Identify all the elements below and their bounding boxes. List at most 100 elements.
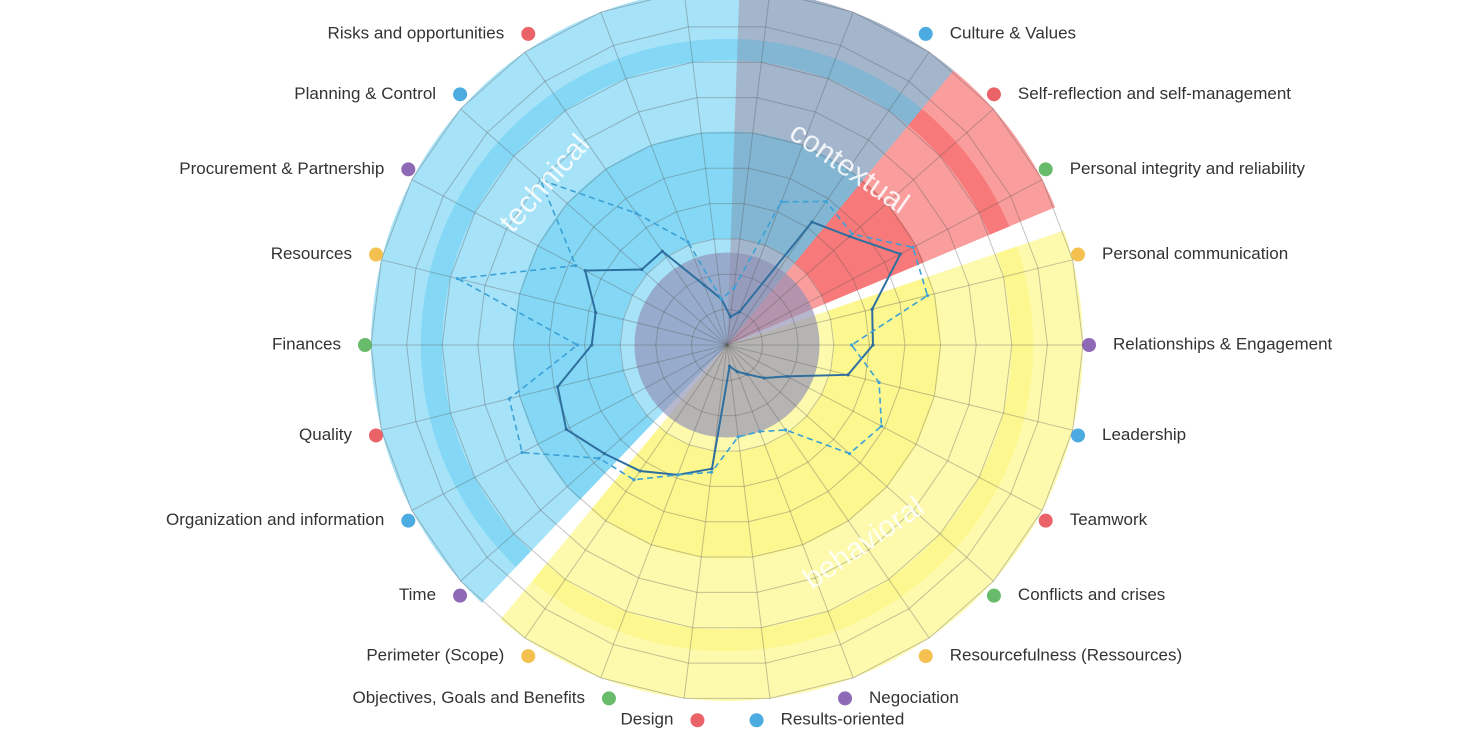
axis-label-14: Objectives, Goals and Benefits xyxy=(352,688,616,707)
alarm-clock-icon xyxy=(453,588,468,603)
series-0-point xyxy=(556,385,560,389)
spoke-12 xyxy=(726,344,771,699)
sun-icon xyxy=(918,26,933,41)
axis-label-23: Risks and opportunities xyxy=(328,23,536,42)
spoke-4 xyxy=(726,179,1043,346)
spoke-9 xyxy=(726,344,994,582)
axis-label-text: Teamwork xyxy=(1070,510,1148,529)
axis-label-text: Finances xyxy=(272,334,341,353)
series-0-point xyxy=(710,467,714,471)
center-core xyxy=(634,252,820,438)
axis-labels: Compliance, Standards, and RegulationsPo… xyxy=(166,0,1333,729)
tools-icon xyxy=(368,247,383,262)
axis-label-8: Teamwork xyxy=(1038,510,1148,529)
series-0-point xyxy=(810,220,814,224)
pen-icon xyxy=(690,713,705,728)
axis-label-15: Perimeter (Scope) xyxy=(366,646,536,665)
series-1-point xyxy=(850,232,854,236)
spoke-5 xyxy=(726,259,1073,346)
grid-ring-8 xyxy=(441,61,1013,629)
spoke-10 xyxy=(726,344,930,639)
axis-label-20: Resources xyxy=(271,244,383,263)
spoke-16 xyxy=(460,344,728,582)
series-0-point xyxy=(898,252,902,256)
spoke-20 xyxy=(381,259,728,346)
series-0-point xyxy=(846,373,850,377)
grid-ring-1 xyxy=(690,309,764,381)
axis-label-11: Negociation xyxy=(838,688,959,707)
axis-label-13: Design xyxy=(621,710,705,729)
spoke-22 xyxy=(460,108,728,346)
axis-label-text: Risks and opportunities xyxy=(328,23,505,42)
series-1-point xyxy=(575,343,580,347)
sector-band-technical xyxy=(420,38,922,567)
handshake-icon xyxy=(838,691,853,706)
spoke-0 xyxy=(726,0,770,346)
axis-label-text: Resourcefulness (Ressources) xyxy=(950,646,1182,665)
axis-label-2: Culture & Values xyxy=(918,23,1076,42)
series-1-point xyxy=(676,473,680,477)
axis-label-text: Personal integrity and reliability xyxy=(1070,159,1306,178)
series-0-point xyxy=(870,307,874,311)
series-0-point xyxy=(727,364,732,368)
series-1-point xyxy=(520,450,524,455)
series-0-point xyxy=(702,283,706,287)
axis-label-text: Resources xyxy=(271,244,352,263)
grid-ring-2 xyxy=(655,273,799,417)
series-1-point xyxy=(847,451,852,456)
chart-icon xyxy=(749,713,764,728)
target-icon xyxy=(601,691,616,706)
series-1-point xyxy=(779,200,783,204)
grid-ring-7 xyxy=(477,97,977,593)
series-1-point xyxy=(709,470,714,474)
people-icon xyxy=(1038,513,1053,528)
axis-label-text: Conflicts and crises xyxy=(1018,585,1165,604)
axis-label-21: Procurement & Partnership xyxy=(179,159,416,178)
grid-ring-4 xyxy=(584,203,870,487)
umbrella-icon xyxy=(521,26,536,41)
axis-label-3: Self-reflection and self-management xyxy=(986,84,1291,103)
series-0-point xyxy=(847,234,852,239)
spoke-1 xyxy=(726,11,854,346)
axis-label-text: Results-oriented xyxy=(781,710,905,729)
axis-label-6: Relationships & Engagement xyxy=(1082,334,1333,353)
grid-ring-9 xyxy=(406,26,1048,664)
spoke-8 xyxy=(726,344,1043,511)
series-1-point xyxy=(824,199,828,204)
axis-label-text: Time xyxy=(399,585,436,604)
series-1-point xyxy=(507,397,511,401)
series-1-point xyxy=(574,263,578,268)
series-1-point xyxy=(686,240,690,244)
axis-label-19: Finances xyxy=(272,334,372,353)
axis-label-text: Relationships & Engagement xyxy=(1113,334,1333,353)
axis-label-16: Time xyxy=(399,585,468,604)
axis-label-7: Leadership xyxy=(1071,425,1186,444)
axis-label-text: Objectives, Goals and Benefits xyxy=(352,688,584,707)
series-0-point xyxy=(660,249,664,253)
axis-label-10: Resourcefulness (Ressources) xyxy=(918,646,1182,665)
sector-core-technical xyxy=(513,131,863,500)
spoke-7 xyxy=(726,344,1073,431)
spoke-18 xyxy=(381,344,728,431)
series-0-point xyxy=(594,311,598,315)
truck-icon xyxy=(401,162,416,177)
axis-label-22: Planning & Control xyxy=(294,84,468,103)
series-1-point xyxy=(736,435,740,439)
series-1-point xyxy=(758,429,762,434)
axis-label-text: Procurement & Partnership xyxy=(179,159,384,178)
series-0-point xyxy=(602,451,607,456)
spoke-23 xyxy=(524,51,728,346)
explosion-icon xyxy=(986,588,1001,603)
spoke-15 xyxy=(524,344,728,639)
sector-behavioral xyxy=(500,230,1083,701)
axis-label-17: Organization and information xyxy=(166,510,416,529)
spoke-17 xyxy=(411,344,728,511)
sector-band-behavioral xyxy=(532,246,1034,652)
spoke-13 xyxy=(683,344,728,699)
person-icon xyxy=(1082,338,1096,352)
series-1-point xyxy=(784,428,788,432)
series-1-point xyxy=(879,424,884,428)
speaking-head-icon xyxy=(1071,247,1086,262)
spoke-14 xyxy=(600,344,728,679)
